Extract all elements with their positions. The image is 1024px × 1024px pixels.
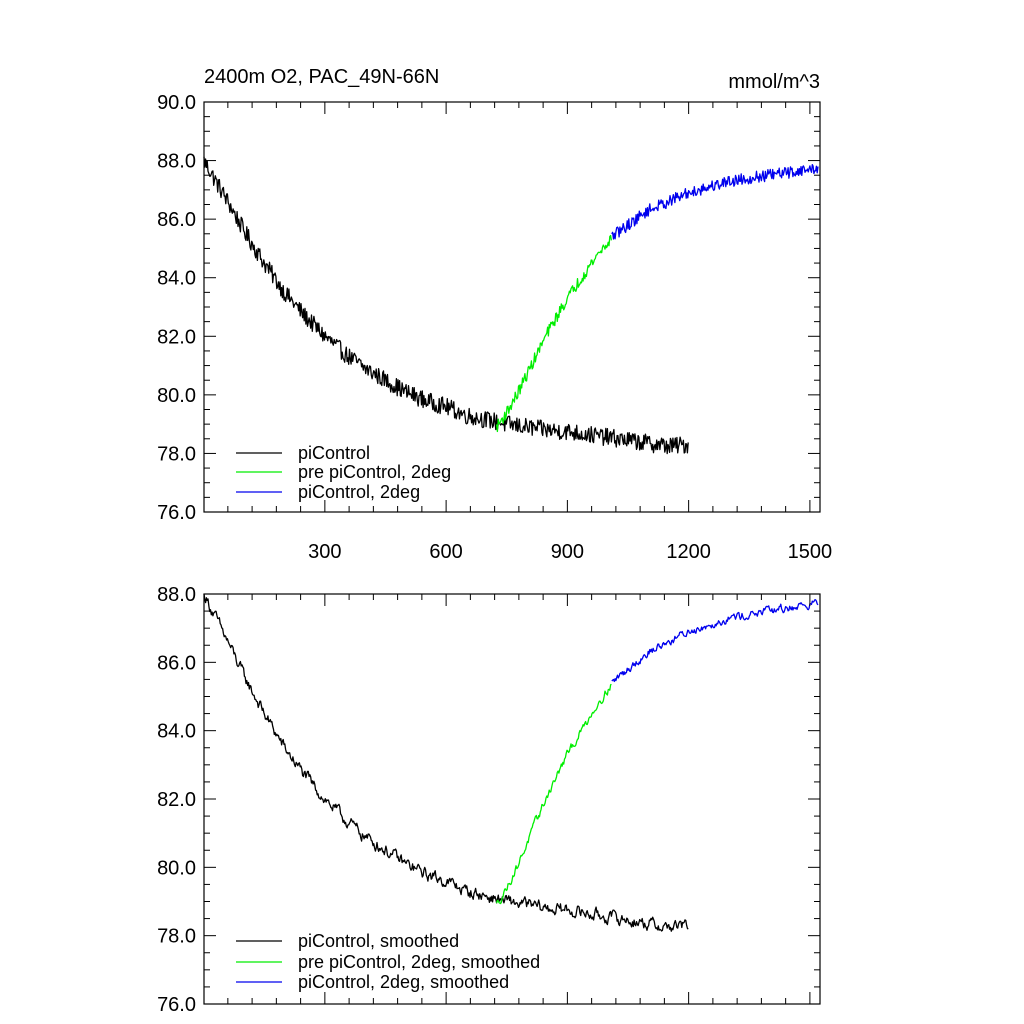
legend-label-picontrol: piControl: [298, 443, 370, 463]
x-tick-label: 300: [308, 541, 341, 563]
series-line-pre-picontrol-2deg: [495, 234, 613, 433]
y-tick-label: 84.0: [157, 721, 196, 743]
series-line-picontrol-2deg: [611, 163, 819, 240]
x-tick-label: 1500: [788, 541, 833, 563]
series-line-picontrol: [203, 156, 689, 455]
series-line-picontrol-2deg-smoothed: [611, 599, 819, 683]
top-series-group: [203, 156, 819, 455]
series-line-picontrol-smoothed: [203, 593, 689, 932]
top-ticks-group: 76.0 78.0 80.0 82.0 84.0 86.0 88.0 90.0 300 600 90…: [157, 92, 832, 563]
legend-label-picontrol-2deg-smoothed: piControl, 2deg, smoothed: [298, 972, 509, 992]
y-tick-label: 86.0: [157, 209, 196, 231]
y-tick-label: 82.0: [157, 326, 196, 348]
top-plot-frame: [203, 101, 821, 513]
y-tick-label: 76.0: [157, 994, 196, 1016]
legend-label-pre-picontrol-2deg: pre piControl, 2deg: [298, 462, 451, 482]
top-panel: 76.0 78.0 80.0 82.0 84.0 86.0 88.0 90.0 300 600 90…: [157, 92, 832, 563]
bottom-plot-frame: [203, 593, 821, 1005]
chart-title: 2400m O2, PAC_49N-66N: [204, 66, 439, 88]
y-tick-label: 86.0: [157, 652, 196, 674]
x-tick-label: 600: [429, 541, 462, 563]
legend-label-pre-picontrol-2deg-smoothed: pre piControl, 2deg, smoothed: [298, 952, 540, 972]
y-tick-label: 90.0: [157, 92, 196, 114]
legend-label-picontrol-2deg: piControl, 2deg: [298, 482, 420, 502]
y-tick-label: 88.0: [157, 151, 196, 173]
series-line-pre-picontrol-2deg-smoothed: [495, 683, 612, 905]
units-label: mmol/m^3: [728, 71, 820, 93]
bottom-series-group: [203, 593, 819, 932]
y-tick-label: 78.0: [157, 926, 196, 948]
y-tick-label: 84.0: [157, 268, 196, 290]
top-legend: piControl pre piControl, 2deg piControl,…: [236, 443, 451, 502]
bottom-panel: 76.0 78.0 80.0 82.0 84.0 86.0 88.0 piControl, …: [157, 584, 821, 1016]
legend-label-picontrol-smoothed: piControl, smoothed: [298, 931, 459, 951]
bottom-legend: piControl, smoothed pre piControl, 2deg,…: [236, 931, 540, 992]
x-tick-label: 1200: [666, 541, 711, 563]
y-tick-label: 82.0: [157, 789, 196, 811]
bottom-ticks-group: 76.0 78.0 80.0 82.0 84.0 86.0 88.0: [157, 584, 820, 1016]
y-tick-label: 80.0: [157, 857, 196, 879]
y-tick-label: 80.0: [157, 385, 196, 407]
y-tick-label: 76.0: [157, 502, 196, 524]
x-tick-label: 900: [551, 541, 584, 563]
y-tick-label: 78.0: [157, 443, 196, 465]
y-tick-label: 88.0: [157, 584, 196, 606]
